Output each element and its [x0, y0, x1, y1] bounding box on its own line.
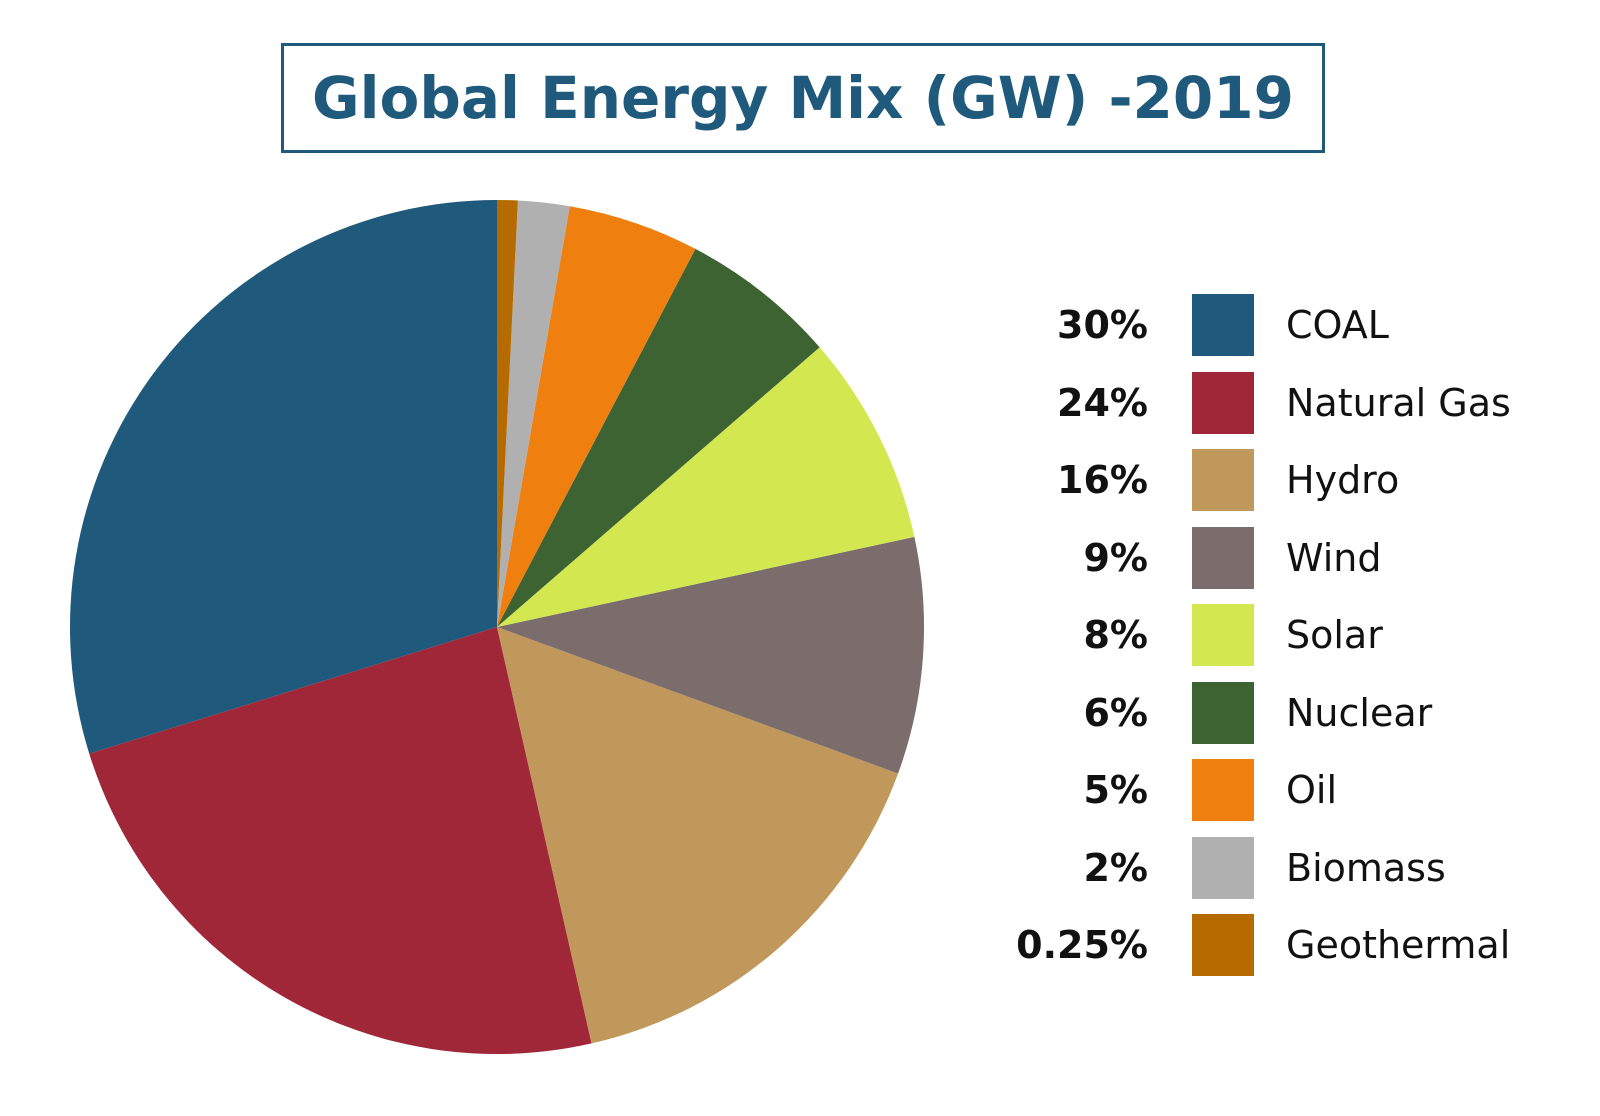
legend-swatch: [1192, 604, 1254, 666]
legend-swatch: [1192, 914, 1254, 976]
legend-percent: 16%: [1057, 458, 1148, 502]
legend-label: Wind: [1286, 535, 1382, 580]
legend-item-wind: 9% Wind: [1000, 526, 1560, 605]
legend-swatch: [1192, 526, 1254, 589]
legend-label: Hydro: [1286, 458, 1400, 502]
pie-slice-coal: [69, 200, 497, 754]
pie-slice-geothermal: [497, 200, 518, 627]
legend-percent: 30%: [1057, 303, 1148, 347]
chart-title-box: Global Energy Mix (GW) -2019: [281, 43, 1325, 153]
legend-label: COAL: [1286, 303, 1389, 347]
legend-percent: 5%: [1083, 768, 1148, 812]
legend-item-nuclear: 6% Nuclear: [1000, 681, 1560, 760]
legend-item-biomass: 2% Biomass: [1000, 836, 1560, 915]
legend-label: Solar: [1286, 613, 1383, 657]
legend-label: Natural Gas: [1286, 380, 1511, 425]
pie-slice-oil: [497, 206, 696, 627]
legend-swatch: [1192, 836, 1254, 899]
legend-label: Geothermal: [1286, 923, 1511, 967]
legend-swatch: [1192, 294, 1254, 356]
legend-swatch: [1192, 449, 1254, 511]
legend-percent: 0.25%: [1016, 923, 1148, 967]
legend-swatch: [1192, 681, 1254, 744]
legend-percent: 2%: [1083, 845, 1148, 890]
legend-item-coal: 30% COAL: [1000, 294, 1560, 372]
legend-item-solar: 8% Solar: [1000, 604, 1560, 682]
legend-percent: 9%: [1083, 535, 1148, 580]
chart-title: Global Energy Mix (GW) -2019: [312, 64, 1294, 132]
legend-label: Nuclear: [1286, 690, 1433, 735]
legend-item-geothermal: 0.25% Geothermal: [1000, 914, 1560, 992]
legend-swatch: [1192, 371, 1254, 434]
legend-item-hydro: 16% Hydro: [1000, 449, 1560, 527]
legend-label: Oil: [1286, 768, 1338, 812]
pie-slice-natural-gas: [89, 627, 592, 1055]
pie-chart: [69, 200, 925, 1055]
pie-slice-solar: [497, 347, 915, 627]
legend-percent: 6%: [1083, 690, 1148, 735]
legend-item-oil: 5% Oil: [1000, 759, 1560, 837]
legend-percent: 24%: [1057, 380, 1148, 425]
pie-slice-nuclear: [497, 248, 820, 627]
legend-percent: 8%: [1083, 613, 1148, 657]
legend-swatch: [1192, 759, 1254, 821]
legend: 30% COAL 24% Natural Gas 16% Hydro 9% Wind 8% Sol…: [1000, 294, 1560, 992]
legend-label: Biomass: [1286, 845, 1446, 890]
pie-slice-wind: [497, 536, 925, 774]
pie-slice-biomass: [497, 200, 570, 627]
pie-slice-hydro: [497, 627, 899, 1044]
legend-item-natural-gas: 24% Natural Gas: [1000, 371, 1560, 450]
